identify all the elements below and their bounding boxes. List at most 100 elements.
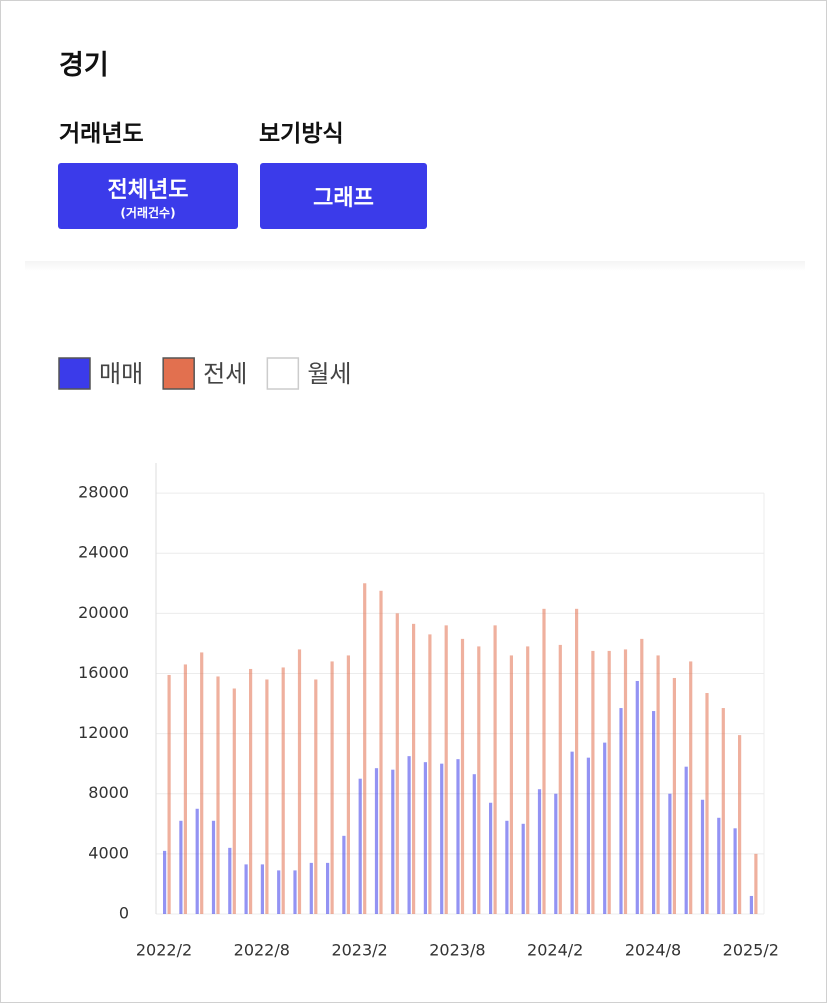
bar	[167, 674, 171, 914]
bar	[586, 757, 590, 914]
bar	[200, 652, 204, 914]
bar	[640, 638, 644, 914]
bar	[374, 768, 379, 914]
bar	[591, 650, 595, 914]
bar	[717, 817, 721, 914]
y-tick-label: 0	[119, 904, 129, 923]
bar	[619, 708, 623, 914]
bar	[428, 634, 432, 914]
y-tick-label: 12000	[78, 723, 129, 742]
bar	[314, 679, 318, 914]
bar	[330, 661, 334, 914]
bar	[684, 766, 688, 914]
button-text: 그래프	[313, 186, 374, 211]
bar	[554, 793, 558, 914]
bar	[423, 762, 427, 914]
x-tick-label: 2022/8	[234, 941, 290, 960]
view-button[interactable]: 그래프	[260, 163, 427, 229]
bar	[326, 862, 330, 914]
bar	[309, 862, 313, 914]
bar	[216, 676, 220, 914]
bar	[477, 646, 481, 914]
bar	[542, 608, 546, 914]
y-tick-label: 20000	[78, 603, 129, 622]
bar	[754, 853, 758, 914]
bar	[297, 649, 302, 914]
legend-swatch[interactable]	[266, 357, 300, 390]
bar	[521, 823, 525, 914]
bar	[656, 655, 660, 914]
bar	[244, 864, 248, 914]
bar	[195, 808, 199, 914]
bar	[721, 708, 725, 914]
bar	[277, 870, 281, 914]
bar	[509, 655, 513, 914]
x-tick-label: 2023/2	[331, 941, 387, 960]
bar	[444, 625, 448, 914]
legend-label[interactable]: 월세	[307, 360, 351, 388]
bar	[623, 649, 628, 914]
bar	[391, 769, 395, 914]
bar	[211, 820, 216, 914]
bar	[738, 735, 742, 914]
bar	[379, 590, 383, 914]
bar	[346, 655, 350, 914]
bar	[460, 638, 465, 914]
bar	[749, 895, 753, 914]
bar	[489, 802, 493, 914]
legend-label[interactable]: 매매	[99, 360, 143, 388]
bar	[440, 763, 444, 914]
bar	[183, 664, 187, 914]
bar	[163, 850, 167, 914]
y-tick-label: 24000	[78, 543, 129, 562]
bar	[456, 759, 460, 914]
filter-label: 보기방식	[259, 121, 344, 147]
bar	[363, 583, 367, 914]
x-tick-label: 2024/2	[527, 941, 583, 960]
bar	[265, 679, 269, 914]
bar	[635, 680, 639, 914]
bar	[558, 644, 562, 914]
bar	[689, 661, 693, 914]
bar	[672, 677, 676, 914]
bar	[232, 688, 236, 914]
y-tick-label: 28000	[78, 483, 129, 502]
bar	[395, 613, 399, 914]
bar	[249, 668, 253, 914]
button-text: 전체년도	[107, 177, 189, 203]
bar	[603, 742, 607, 914]
legend-label[interactable]: 전세	[203, 360, 247, 388]
x-tick-label: 2022/2	[136, 941, 192, 960]
bar	[407, 756, 411, 914]
button-subtext: (거래건수)	[120, 205, 176, 220]
y-tick-label: 8000	[88, 783, 129, 802]
bar	[705, 693, 709, 914]
bar	[260, 864, 264, 914]
bar	[570, 751, 574, 914]
bar	[412, 623, 416, 914]
x-tick-label: 2023/8	[429, 941, 485, 960]
y-tick-label: 16000	[78, 663, 129, 682]
region-title: 경기	[59, 50, 109, 81]
separator	[25, 261, 805, 271]
bar	[228, 847, 232, 914]
bar	[179, 820, 183, 914]
bar	[358, 778, 362, 914]
bar	[575, 608, 579, 914]
bar	[652, 711, 656, 914]
filter-label: 거래년도	[59, 121, 144, 147]
bar	[493, 625, 497, 914]
bar	[733, 828, 737, 914]
bar	[607, 650, 611, 914]
legend-swatch[interactable]	[58, 357, 91, 390]
legend-swatch[interactable]	[162, 357, 195, 390]
x-tick-label: 2024/8	[625, 941, 681, 960]
bar	[281, 667, 285, 914]
bar	[668, 793, 672, 914]
bar	[472, 774, 476, 914]
year-button[interactable]: 전체년도 (거래건수)	[58, 163, 238, 229]
bar	[505, 820, 509, 914]
bar	[526, 646, 530, 914]
